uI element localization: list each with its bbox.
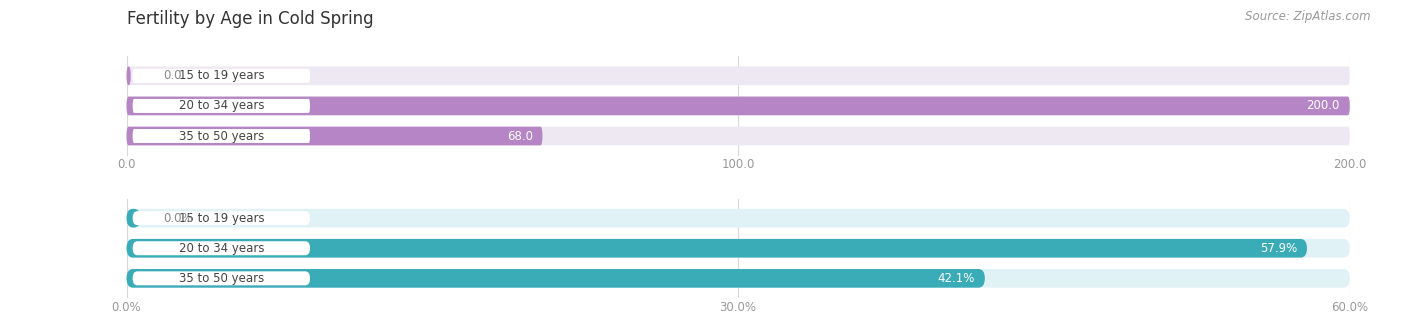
FancyBboxPatch shape [127,209,1350,227]
FancyBboxPatch shape [132,99,309,113]
FancyBboxPatch shape [127,269,984,288]
Text: 20 to 34 years: 20 to 34 years [179,99,264,113]
FancyBboxPatch shape [127,239,1308,258]
FancyBboxPatch shape [127,127,543,145]
FancyBboxPatch shape [132,271,311,285]
FancyBboxPatch shape [132,241,311,255]
Text: 42.1%: 42.1% [938,272,974,285]
FancyBboxPatch shape [127,97,1350,115]
Text: 20 to 34 years: 20 to 34 years [179,242,264,255]
Text: 0.0: 0.0 [163,69,181,82]
FancyBboxPatch shape [132,129,309,143]
FancyBboxPatch shape [127,239,1350,258]
Text: 0.0%: 0.0% [163,212,193,225]
Text: Fertility by Age in Cold Spring: Fertility by Age in Cold Spring [127,10,373,28]
Text: 57.9%: 57.9% [1260,242,1298,255]
Text: Source: ZipAtlas.com: Source: ZipAtlas.com [1246,10,1371,23]
FancyBboxPatch shape [127,67,131,85]
Text: 15 to 19 years: 15 to 19 years [179,69,264,82]
FancyBboxPatch shape [127,67,1350,85]
Text: 35 to 50 years: 35 to 50 years [179,272,264,285]
Text: 15 to 19 years: 15 to 19 years [179,212,264,225]
FancyBboxPatch shape [127,209,141,227]
Text: 200.0: 200.0 [1306,99,1340,113]
FancyBboxPatch shape [132,211,311,225]
FancyBboxPatch shape [127,97,1350,115]
FancyBboxPatch shape [127,269,1350,288]
FancyBboxPatch shape [127,127,1350,145]
Text: 68.0: 68.0 [506,129,533,143]
Text: 35 to 50 years: 35 to 50 years [179,129,264,143]
FancyBboxPatch shape [132,69,309,83]
